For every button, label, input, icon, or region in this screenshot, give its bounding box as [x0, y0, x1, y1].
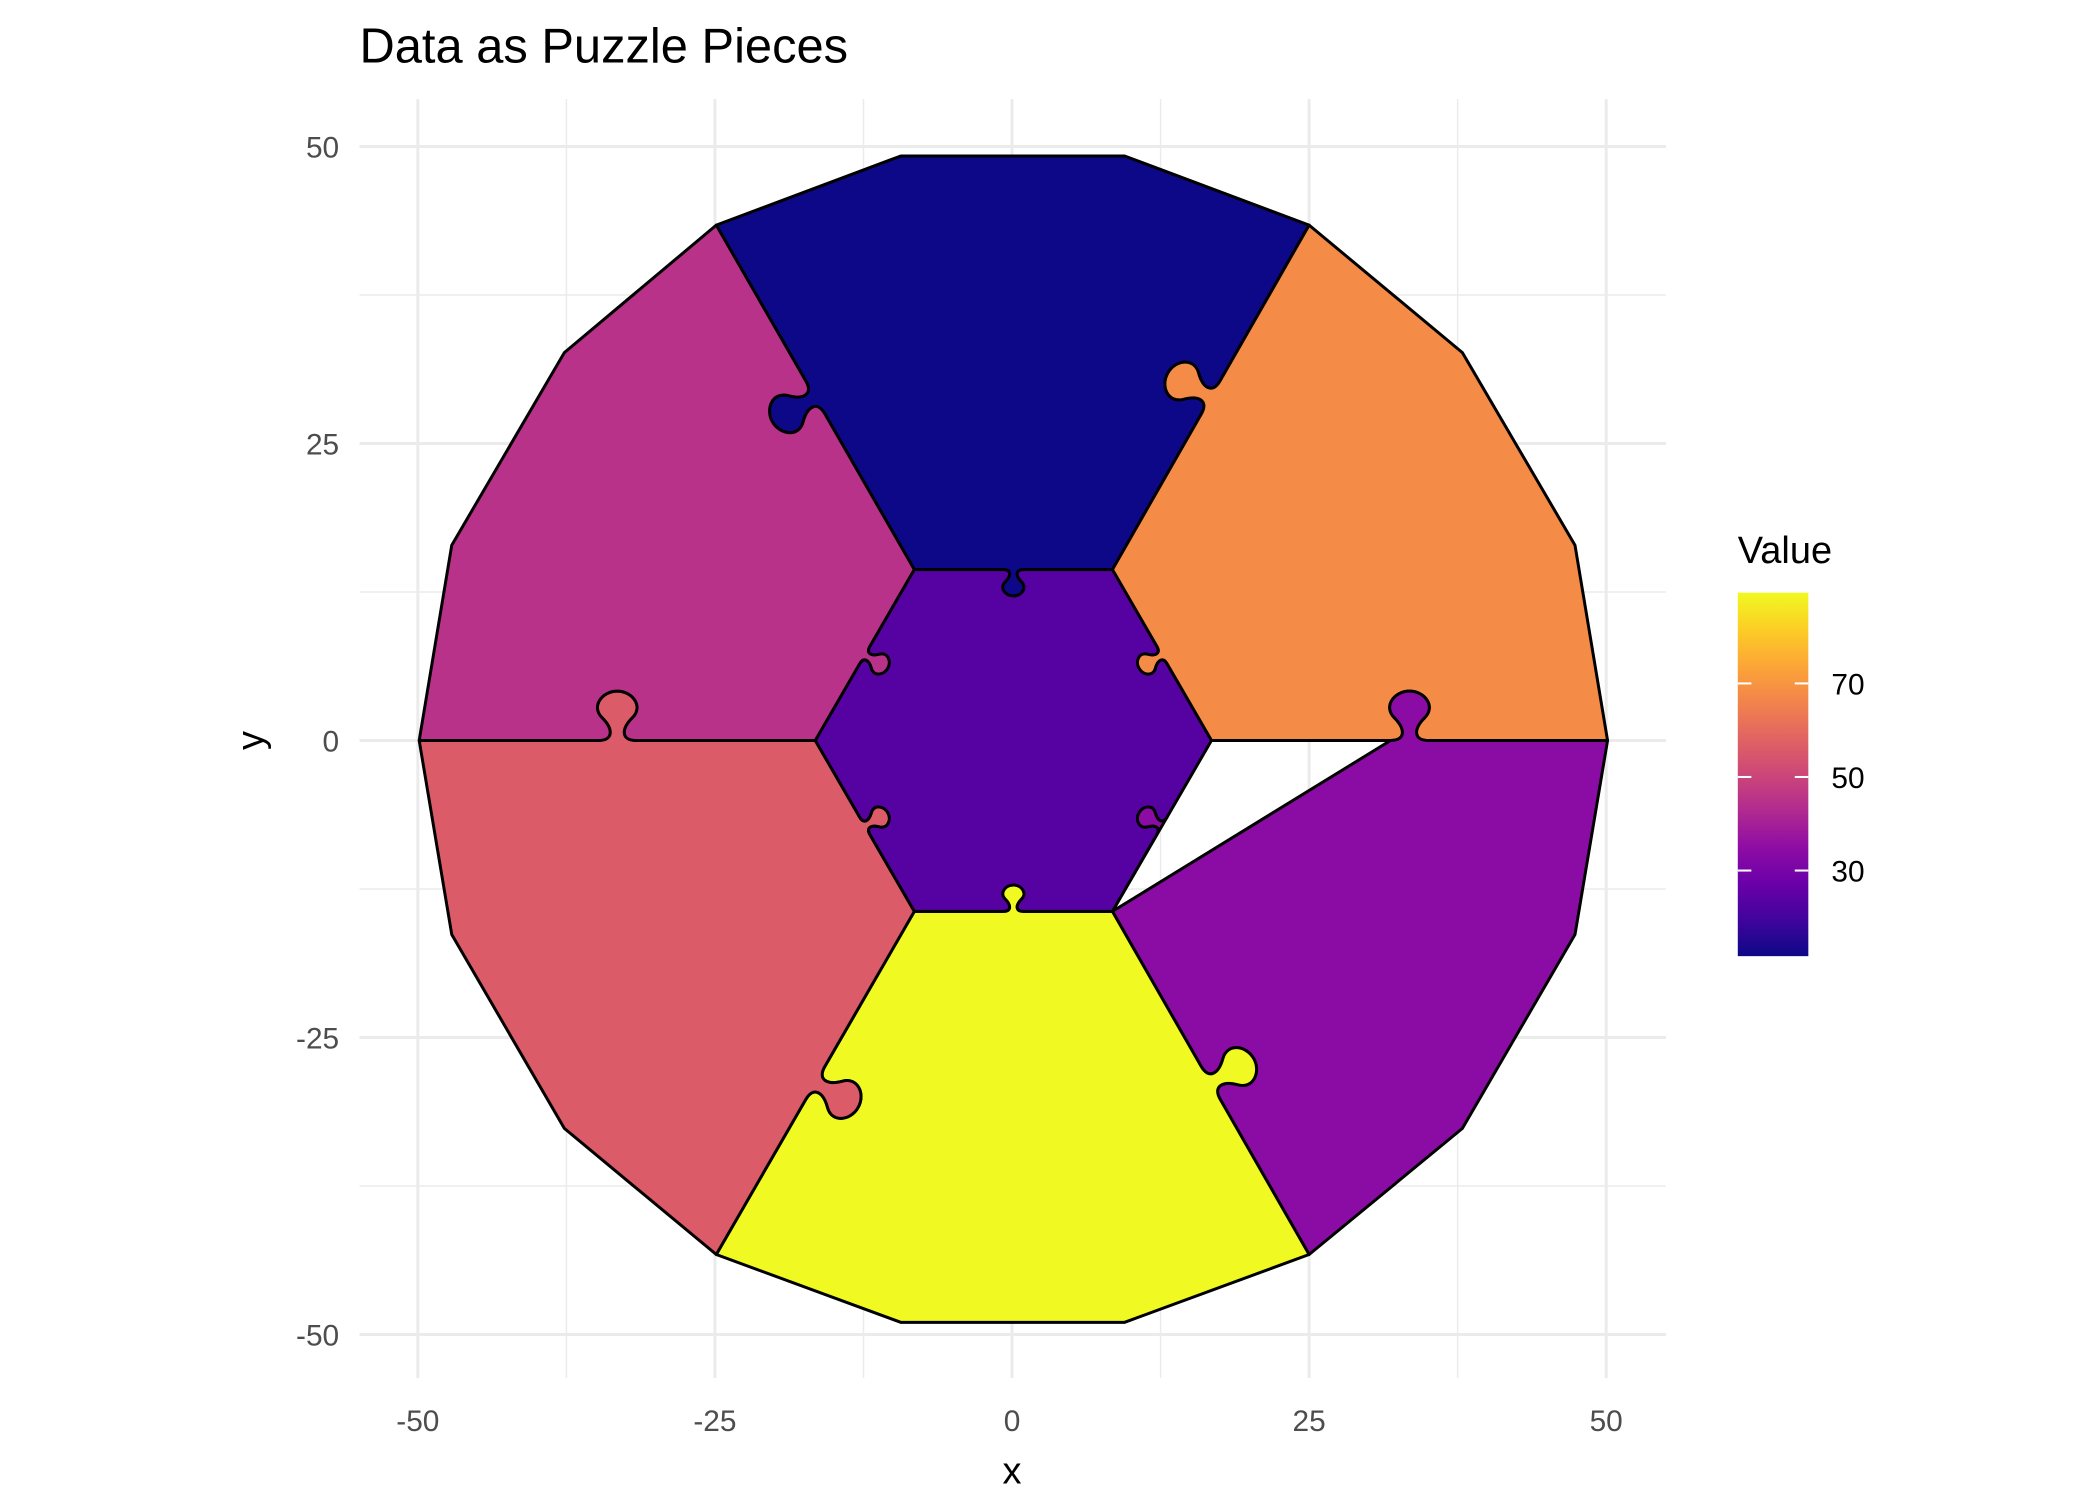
y-tick-label: 50 [306, 131, 339, 164]
legend: Value 70 50 30 [1737, 530, 1865, 957]
x-axis-ticks: -50 -25 0 25 50 [396, 1405, 1623, 1438]
x-tick-label: -25 [693, 1405, 736, 1438]
x-tick-label: 25 [1293, 1405, 1326, 1438]
colorbar-tick-label: 50 [1831, 762, 1864, 795]
chart-title: Data as Puzzle Pieces [359, 19, 848, 73]
y-tick-label: 0 [323, 725, 340, 758]
colorbar [1737, 592, 1809, 957]
y-axis-ticks: 50 25 0 -25 -50 [296, 131, 339, 1352]
y-tick-label: 25 [306, 428, 339, 461]
x-tick-label: 50 [1590, 1405, 1623, 1438]
puzzle-piece-center [813, 568, 1213, 913]
colorbar-ticks: 70 50 30 [1737, 668, 1865, 888]
colorbar-tick-label: 70 [1831, 668, 1864, 701]
x-tick-label: 0 [1004, 1405, 1021, 1438]
colorbar-tick-label: 30 [1831, 855, 1864, 888]
y-tick-label: -25 [296, 1022, 339, 1055]
x-tick-label: -50 [396, 1405, 439, 1438]
legend-title: Value [1738, 530, 1832, 572]
puzzle-pieces [417, 154, 1610, 1324]
y-axis-title: y [230, 731, 272, 750]
x-axis-title: x [1003, 1451, 1022, 1493]
y-tick-label: -50 [296, 1319, 339, 1352]
